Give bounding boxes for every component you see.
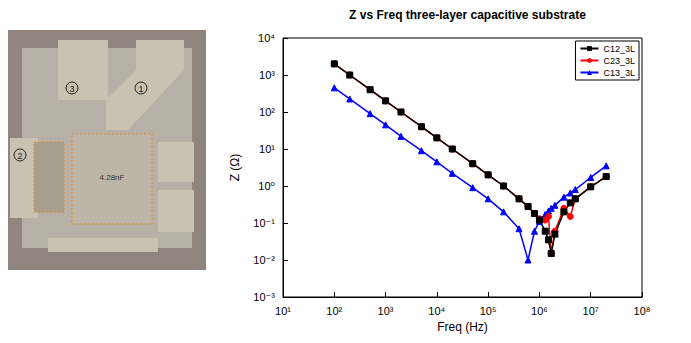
svg-text:Freq (Hz): Freq (Hz) bbox=[437, 320, 488, 334]
svg-text:10³: 10³ bbox=[378, 305, 394, 317]
svg-text:10¹: 10¹ bbox=[275, 305, 291, 317]
svg-text:10⁷: 10⁷ bbox=[583, 305, 599, 317]
svg-text:Z (Ω): Z (Ω) bbox=[228, 154, 242, 182]
svg-text:Z vs Freq three-layer capaciti: Z vs Freq three-layer capacitive substra… bbox=[349, 8, 586, 22]
svg-text:4.28nF: 4.28nF bbox=[100, 173, 125, 182]
svg-text:10⁶: 10⁶ bbox=[531, 305, 548, 317]
svg-text:3: 3 bbox=[69, 84, 74, 94]
svg-text:10⁰: 10⁰ bbox=[258, 180, 275, 192]
svg-text:10⁸: 10⁸ bbox=[634, 305, 651, 317]
svg-text:10⁴: 10⁴ bbox=[428, 305, 445, 317]
svg-text:C13_3L: C13_3L bbox=[603, 68, 635, 78]
svg-text:10⁻²: 10⁻² bbox=[253, 254, 275, 266]
svg-text:C23_3L: C23_3L bbox=[603, 56, 635, 66]
svg-text:2: 2 bbox=[17, 151, 22, 161]
svg-text:10⁴: 10⁴ bbox=[258, 32, 275, 44]
svg-text:10⁵: 10⁵ bbox=[480, 305, 497, 317]
svg-text:10⁻³: 10⁻³ bbox=[253, 291, 275, 303]
svg-text:10²: 10² bbox=[326, 305, 342, 317]
svg-text:10³: 10³ bbox=[259, 69, 275, 81]
svg-text:10¹: 10¹ bbox=[259, 143, 275, 155]
svg-text:10²: 10² bbox=[259, 106, 275, 118]
svg-text:1: 1 bbox=[138, 84, 143, 94]
svg-text:C12_3L: C12_3L bbox=[603, 44, 635, 54]
svg-text:10⁻¹: 10⁻¹ bbox=[253, 217, 275, 229]
